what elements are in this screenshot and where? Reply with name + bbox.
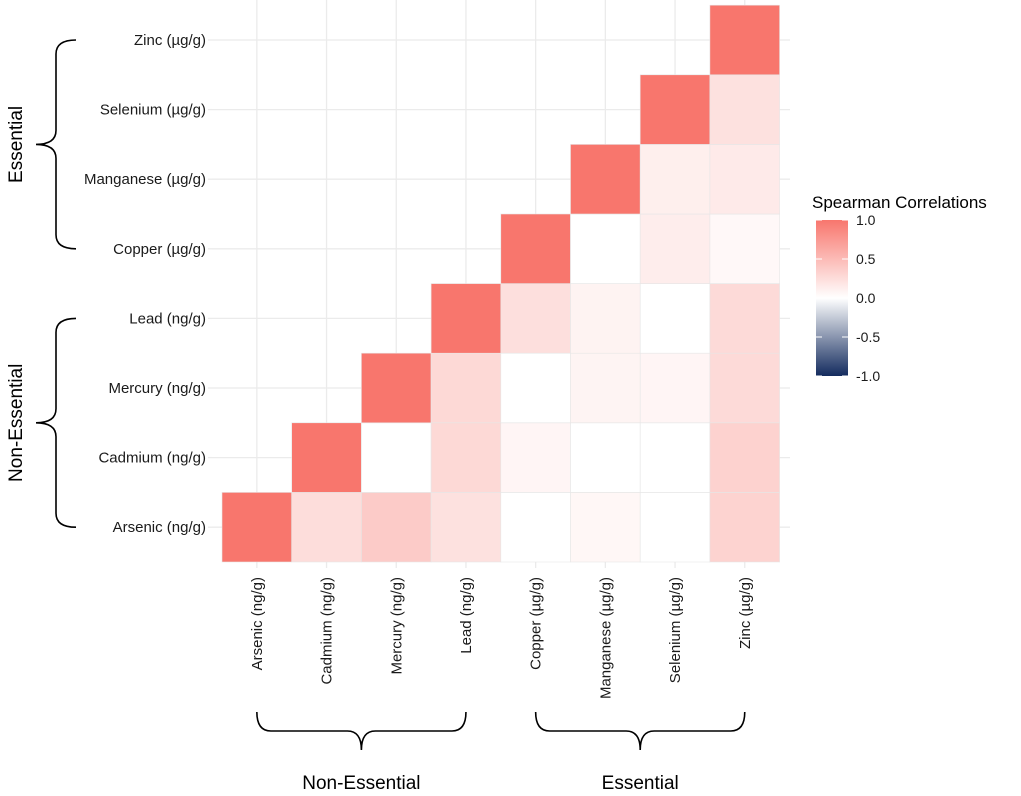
heatmap-cell-cadmium-lead (430, 422, 502, 493)
heatmap-cell-mercury-manganese (570, 352, 641, 424)
x-group-brace-non-essential (256, 711, 467, 751)
y-group-label-non-essential: Non-Essential (6, 364, 27, 482)
heatmap-cell-lead-lead (430, 283, 502, 354)
x-tick-label-copper: Copper (µg/g) (528, 577, 545, 670)
y-tick-label-selenium: Selenium (µg/g) (100, 102, 206, 119)
x-group-brace-essential (534, 711, 746, 751)
y-tick-label-lead: Lead (ng/g) (129, 310, 206, 327)
x-group-label-non-essential: Non-Essential (302, 773, 420, 794)
x-tick-label-zinc: Zinc (µg/g) (737, 577, 754, 649)
x-tick-label-lead: Lead (ng/g) (458, 577, 475, 654)
heatmap-cell-lead-manganese (570, 283, 641, 354)
heatmap-cell-mercury-mercury (361, 352, 432, 424)
y-group-brace-non-essential (35, 317, 77, 528)
heatmap-cell-manganese-zinc (709, 144, 780, 215)
heatmap-cell-cadmium-mercury (361, 422, 432, 493)
heatmap-cell-arsenic-mercury (361, 492, 432, 563)
heatmap-cell-arsenic-copper (500, 492, 571, 563)
heatmap-cell-arsenic-cadmium (291, 492, 362, 563)
legend-tick-label: 0.0 (856, 290, 876, 306)
heatmap-cell-mercury-zinc (709, 352, 780, 424)
legend-tick-label: -0.5 (856, 329, 880, 345)
heatmap-cell-arsenic-zinc (709, 492, 780, 563)
legend-tick-label: 1.0 (856, 212, 876, 228)
heatmap-cell-cadmium-copper (500, 422, 571, 493)
heatmap-cell-lead-zinc (709, 283, 780, 354)
x-tick-label-cadmium: Cadmium (ng/g) (319, 577, 336, 685)
heatmap-cell-zinc-zinc (709, 4, 780, 76)
y-tick-label-mercury: Mercury (ng/g) (108, 380, 206, 397)
legend-tick-label: -1.0 (856, 368, 880, 384)
heatmap-tiles (221, 4, 780, 563)
heatmap-cell-arsenic-manganese (570, 492, 641, 563)
heatmap-cell-mercury-lead (430, 352, 502, 424)
group-brackets: Non-Essential Non-Essential Essential Essen… (6, 39, 746, 794)
heatmap-cell-arsenic-arsenic (221, 492, 292, 563)
heatmap-cell-arsenic-selenium (639, 492, 711, 563)
heatmap-cell-cadmium-selenium (639, 422, 711, 493)
legend-tick-label: 0.5 (856, 251, 876, 267)
heatmap-cell-copper-selenium (639, 213, 711, 284)
heatmap-cell-lead-copper (500, 283, 571, 354)
y-axis-tick-labels: Arsenic (ng/g) Cadmium (ng/g) Mercury (ng/… (84, 32, 212, 536)
x-tick-label-manganese: Manganese (µg/g) (597, 577, 614, 699)
y-tick-label-zinc: Zinc (µg/g) (134, 32, 206, 49)
heatmap-cell-cadmium-manganese (570, 422, 641, 493)
heatmap-cell-cadmium-cadmium (291, 422, 362, 493)
y-tick-label-copper: Copper (µg/g) (113, 241, 206, 258)
y-tick-label-cadmium: Cadmium (ng/g) (98, 450, 206, 467)
y-group-label-essential: Essential (6, 106, 27, 183)
x-tick-label-arsenic: Arsenic (ng/g) (249, 577, 266, 670)
heatmap-cell-copper-zinc (709, 213, 780, 284)
y-tick-label-arsenic: Arsenic (ng/g) (113, 519, 206, 536)
x-tick-label-selenium: Selenium (µg/g) (667, 577, 684, 683)
heatmap-cell-arsenic-lead (430, 492, 502, 563)
heatmap-cell-mercury-selenium (639, 352, 711, 424)
y-tick-label-manganese: Manganese (µg/g) (84, 171, 206, 188)
heatmap-cell-copper-copper (500, 213, 571, 284)
heatmap-cell-copper-manganese (570, 213, 641, 284)
y-group-brace-essential (35, 39, 77, 250)
heatmap-cell-mercury-copper (500, 352, 571, 424)
heatmap-cell-manganese-selenium (639, 144, 711, 215)
heatmap-cell-manganese-manganese (570, 144, 641, 215)
heatmap-cell-cadmium-zinc (709, 422, 780, 493)
heatmap-cell-selenium-zinc (709, 74, 780, 145)
heatmap-cell-lead-selenium (639, 283, 711, 354)
heatmap-cell-selenium-selenium (639, 74, 711, 145)
x-axis-tick-labels: Arsenic (ng/g) Cadmium (ng/g) Mercury (ng/… (249, 577, 754, 699)
legend-title: Spearman Correlations (812, 193, 987, 212)
x-group-label-essential: Essential (602, 773, 679, 794)
x-tick-label-mercury: Mercury (ng/g) (388, 577, 405, 675)
